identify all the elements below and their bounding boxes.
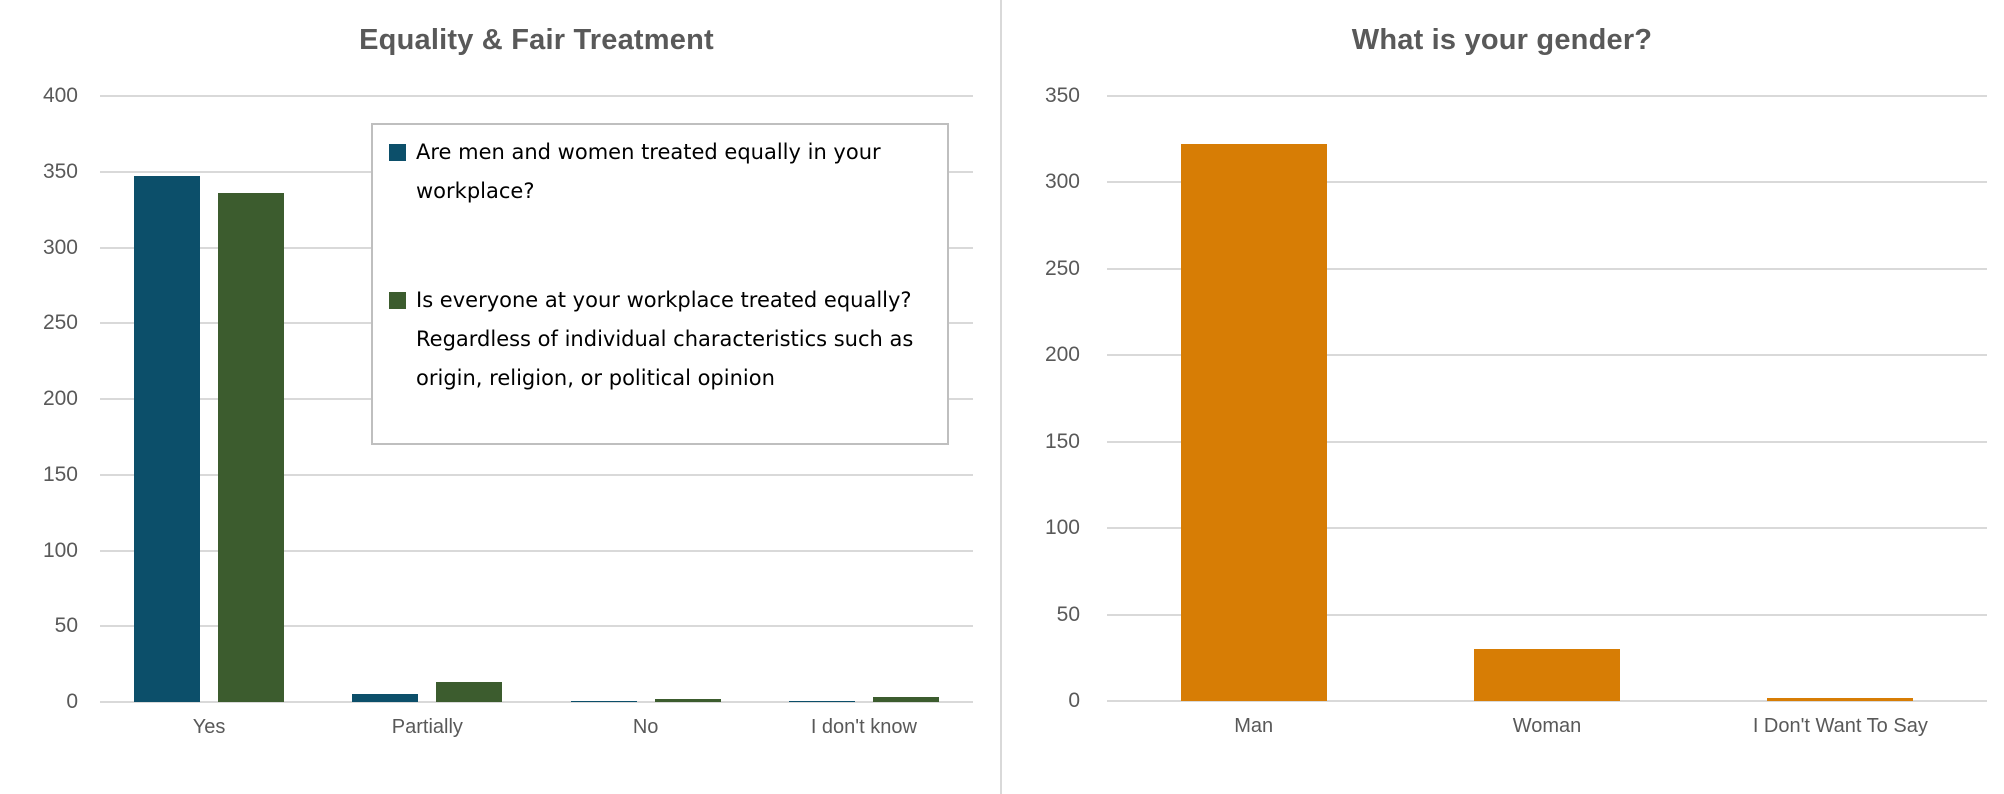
y-tick-label: 50 bbox=[54, 614, 78, 638]
chart-title[interactable]: What is your gender? bbox=[1351, 24, 1653, 56]
y-tick-label: 350 bbox=[42, 159, 78, 183]
y-tick-label: 100 bbox=[42, 538, 78, 562]
bar-cluster bbox=[352, 96, 503, 702]
bar-cluster bbox=[788, 96, 939, 702]
x-category-label: Partially bbox=[391, 716, 463, 738]
gridline bbox=[100, 95, 973, 97]
y-tick-label: 100 bbox=[1044, 516, 1080, 540]
y-tick-label: 250 bbox=[42, 311, 78, 335]
legend-item-series-1[interactable]: Are men and women treated equally in you… bbox=[389, 133, 933, 211]
chart-panel-equality-fair-treatment: Equality & Fair Treatment 400 350 300 250 20… bbox=[0, 0, 1000, 794]
bar-group-i-don-t-want-to-say: I Don't Want To Say bbox=[1694, 96, 1987, 737]
chart-panel-gender: What is your gender? 350 300 250 200 150 100 5… bbox=[1000, 0, 2004, 794]
bar-group-i-don-t-know: I don't know bbox=[755, 96, 973, 738]
bar-group-woman: Woman bbox=[1400, 96, 1693, 737]
y-axis: 350 300 250 200 150 100 50 0 bbox=[1002, 84, 1080, 712]
y-tick-label: 0 bbox=[1068, 689, 1080, 712]
bar-cluster bbox=[570, 96, 721, 702]
x-category-label: No bbox=[632, 716, 659, 738]
gridline bbox=[1107, 440, 1987, 443]
bar-series2-no[interactable] bbox=[654, 698, 721, 702]
y-tick-label: 0 bbox=[66, 690, 78, 713]
plot-groups: Man Woman I Don't Want To Say bbox=[1107, 96, 1987, 737]
legend-swatch-icon bbox=[389, 144, 406, 161]
legend-swatch-icon bbox=[389, 292, 406, 309]
x-axis-line bbox=[1107, 700, 1987, 702]
bar-series1-man[interactable] bbox=[1180, 144, 1327, 701]
bar-group-partially: Partially bbox=[318, 96, 536, 738]
bar-series1-i-don-t-want-to-say[interactable] bbox=[1767, 697, 1914, 701]
bar-series1-yes[interactable] bbox=[134, 176, 201, 702]
y-tick-label: 50 bbox=[1056, 602, 1080, 626]
bar-series2-yes[interactable] bbox=[218, 192, 285, 702]
y-tick-label: 400 bbox=[42, 84, 78, 107]
bar-series1-no[interactable] bbox=[570, 700, 637, 702]
bar-series1-i-don-t-know[interactable] bbox=[788, 700, 855, 702]
gridline bbox=[1107, 95, 1987, 97]
bar-cluster bbox=[134, 96, 285, 702]
plot-groups: Yes Partially No I don't know bbox=[100, 96, 973, 738]
y-tick-label: 200 bbox=[1044, 343, 1080, 367]
x-category-label: Man bbox=[1234, 715, 1274, 737]
x-category-label: Woman bbox=[1512, 715, 1582, 737]
bar-cluster bbox=[1767, 96, 1914, 701]
gridline bbox=[100, 549, 973, 552]
gridline bbox=[1107, 354, 1987, 357]
bar-cluster bbox=[1180, 96, 1327, 701]
chart-title[interactable]: Equality & Fair Treatment bbox=[359, 24, 714, 56]
bar-cluster bbox=[1473, 96, 1620, 701]
bar-group-no: No bbox=[537, 96, 755, 738]
bar-series2-i-don-t-know[interactable] bbox=[872, 697, 939, 702]
gridline bbox=[1107, 527, 1987, 530]
legend-label: Is everyone at your workplace treated eq… bbox=[416, 288, 914, 390]
legend[interactable]: Are men and women treated equally in you… bbox=[371, 123, 949, 445]
gridline bbox=[100, 473, 973, 476]
bar-series2-partially[interactable] bbox=[436, 682, 503, 702]
bar-group-yes: Yes bbox=[100, 96, 318, 738]
x-axis-line bbox=[100, 701, 973, 703]
y-tick-label: 350 bbox=[1044, 84, 1080, 107]
legend-item-series-2[interactable]: Is everyone at your workplace treated eq… bbox=[389, 281, 933, 398]
plot-area bbox=[1107, 95, 1987, 702]
y-tick-label: 250 bbox=[1044, 256, 1080, 280]
y-tick-label: 150 bbox=[1044, 429, 1080, 453]
y-tick-label: 300 bbox=[42, 235, 78, 259]
gridline bbox=[1107, 613, 1987, 616]
y-tick-label: 300 bbox=[1044, 170, 1080, 194]
bar-series1-woman[interactable] bbox=[1473, 649, 1620, 701]
y-tick-label: 150 bbox=[42, 462, 78, 486]
gridline bbox=[1107, 181, 1987, 184]
y-tick-label: 200 bbox=[42, 387, 78, 410]
legend-label: Are men and women treated equally in you… bbox=[416, 140, 881, 203]
gridline bbox=[100, 625, 973, 628]
bar-series1-partially[interactable] bbox=[352, 694, 419, 702]
bar-group-man: Man bbox=[1107, 96, 1400, 737]
x-category-label: I Don't Want To Say bbox=[1752, 715, 1928, 737]
x-category-label: I don't know bbox=[810, 716, 917, 738]
gridline bbox=[1107, 267, 1987, 270]
y-axis: 400 350 300 250 200 150 100 50 0 bbox=[0, 84, 78, 713]
x-category-label: Yes bbox=[192, 716, 226, 738]
